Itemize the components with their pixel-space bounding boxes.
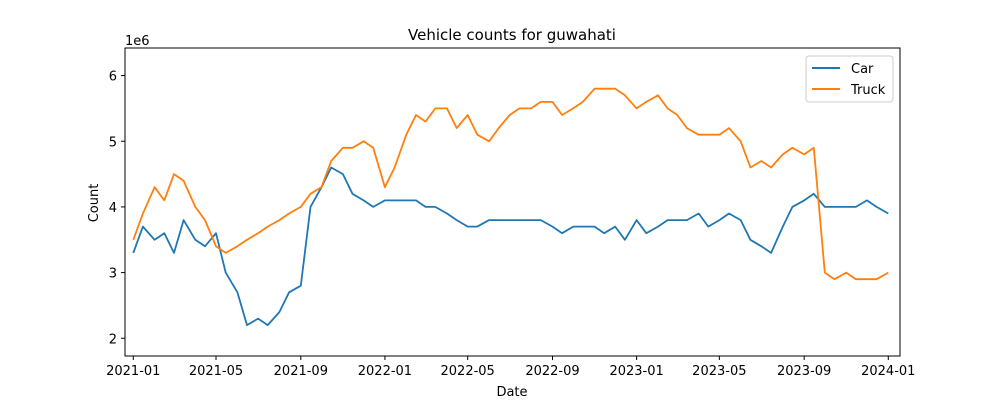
x-tick-label: 2022-01 [358, 364, 412, 379]
y-axis-label: Count [87, 184, 102, 223]
y-scale-label: 1e6 [125, 34, 150, 49]
x-axis-label: Date [496, 385, 527, 400]
x-tick-label: 2022-09 [525, 364, 579, 379]
y-tick-label: 5 [109, 135, 117, 150]
x-tick-label: 2022-05 [441, 364, 495, 379]
y-tick-label: 3 [109, 267, 117, 282]
x-tick-label: 2021-09 [274, 364, 328, 379]
chart-title: Vehicle counts for guwahati [408, 26, 616, 44]
y-tick-label: 2 [109, 332, 117, 347]
plot-frame [124, 47, 901, 357]
x-tick-label: 2021-05 [189, 364, 243, 379]
series-line-truck [132, 87, 889, 281]
legend: Car Truck [805, 55, 894, 103]
x-tick-label: 2023-09 [777, 364, 831, 379]
legend-label-car: Car [851, 62, 874, 77]
x-tick-label: 2021-01 [106, 364, 160, 379]
x-tick-label: 2023-01 [609, 364, 663, 379]
series-line-car [132, 166, 889, 327]
y-tick-label: 6 [109, 70, 117, 85]
x-tick-label: 2024-01 [861, 364, 915, 379]
legend-label-truck: Truck [850, 83, 886, 98]
x-tick-label: 2023-05 [692, 364, 746, 379]
y-tick-label: 4 [109, 201, 117, 216]
axes-layer: 2021-01 2021-05 2021-09 2022-01 2022-05 2022-… [106, 47, 915, 379]
series-layer [132, 87, 889, 327]
